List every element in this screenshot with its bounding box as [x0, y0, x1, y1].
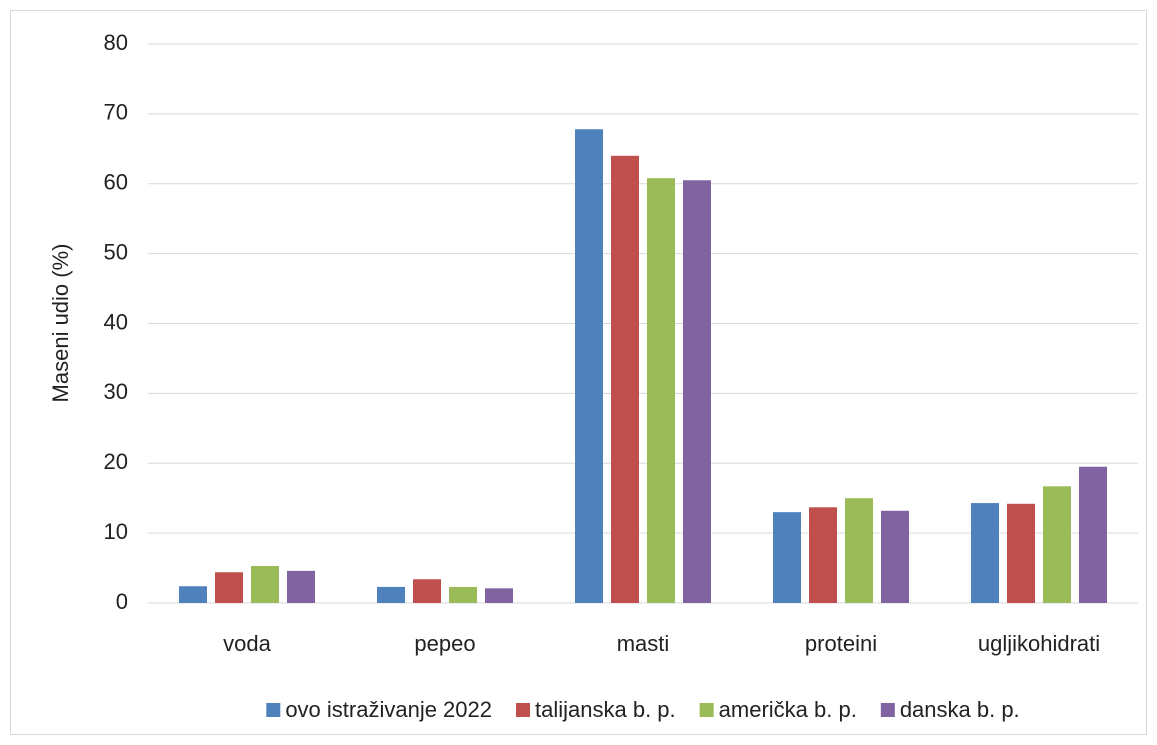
legend-label: danska b. p.: [900, 697, 1020, 722]
y-tick-label: 20: [104, 449, 128, 474]
y-tick-label: 70: [104, 100, 128, 125]
y-tick-label: 50: [104, 239, 128, 264]
y-axis-label: Maseni udio (%): [48, 244, 73, 403]
bar: [683, 180, 711, 603]
bar: [971, 503, 999, 603]
bar: [881, 510, 909, 603]
y-tick-label: 40: [104, 309, 128, 334]
x-tick-label: voda: [223, 631, 271, 656]
bar: [575, 129, 603, 603]
y-tick-label: 60: [104, 170, 128, 195]
x-tick-label: proteini: [805, 631, 877, 656]
bar: [845, 498, 873, 603]
bar: [1043, 486, 1071, 603]
bar: [611, 155, 639, 604]
bar: [251, 565, 279, 603]
bar: [413, 579, 441, 603]
bar: [1079, 466, 1107, 603]
x-tick-label: ugljikohidrati: [978, 631, 1100, 656]
y-tick-label: 0: [116, 589, 128, 614]
bar: [647, 178, 675, 603]
x-tick-label: masti: [617, 631, 670, 656]
bar: [485, 588, 513, 603]
legend-swatch: [880, 703, 895, 717]
bar: [809, 507, 837, 603]
legend-label: talijanska b. p.: [535, 697, 676, 722]
bar: [1007, 503, 1035, 603]
y-tick-label: 80: [104, 30, 128, 55]
legend-swatch: [516, 703, 530, 717]
bar: [287, 570, 315, 603]
bar: [179, 586, 207, 603]
bar: [773, 512, 801, 603]
bar: [449, 586, 477, 603]
legend-label: ovo istraživanje 2022: [285, 697, 492, 722]
x-tick-label: pepeo: [414, 631, 475, 656]
y-tick-label: 30: [104, 379, 128, 404]
legend-label: američka b. p.: [719, 697, 857, 722]
y-tick-label: 10: [104, 519, 128, 544]
bar: [215, 572, 243, 603]
legend-swatch: [266, 703, 281, 717]
legend-swatch: [699, 703, 714, 717]
bar: [377, 586, 405, 603]
